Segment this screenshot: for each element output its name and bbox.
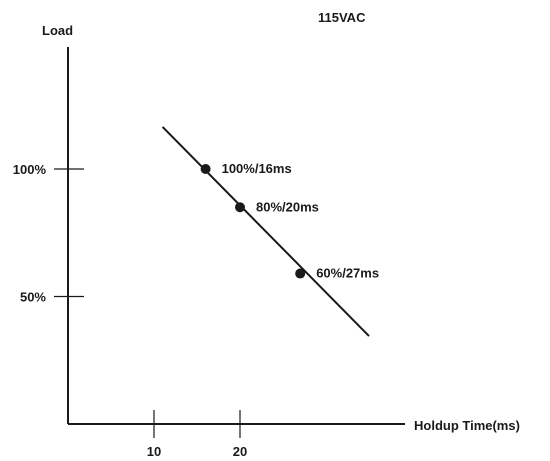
x-axis-label: Holdup Time(ms)	[414, 418, 520, 433]
y-tick-label: 100%	[13, 162, 47, 177]
y-tick-label: 50%	[20, 290, 46, 305]
data-point	[200, 164, 211, 174]
x-tick-label: 10	[147, 444, 161, 459]
x-tick-label: 20	[233, 444, 247, 459]
x-ticks: 10 20	[147, 410, 247, 459]
data-point-label: 80%/20ms	[256, 199, 319, 214]
data-point-label: 100%/16ms	[222, 161, 292, 176]
y-ticks: 100% 50%	[13, 162, 84, 305]
data-point-label: 60%/27ms	[316, 266, 379, 281]
series-line	[161, 126, 370, 337]
y-axis-label: Load	[42, 23, 73, 38]
data-points: 100%/16ms 80%/20ms 60%/27ms	[200, 161, 379, 281]
data-point	[295, 268, 306, 279]
data-point	[235, 202, 245, 213]
input-voltage-annotation: 115VAC	[318, 10, 366, 25]
